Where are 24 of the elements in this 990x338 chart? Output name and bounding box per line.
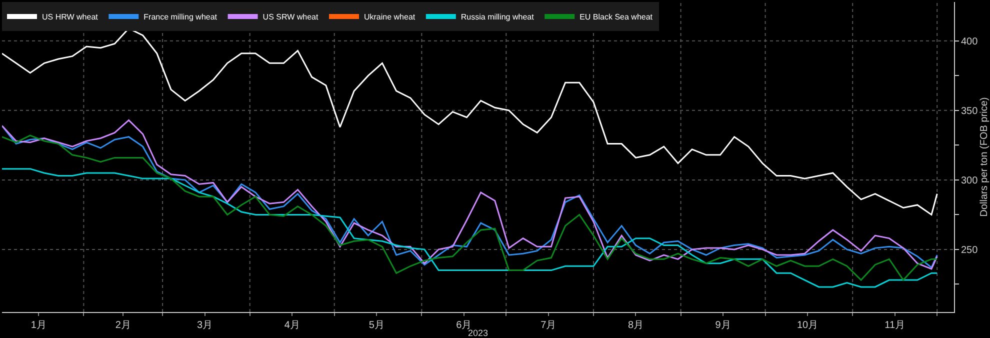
legend-label: EU Black Sea wheat xyxy=(580,12,654,22)
x-tick-label: 4月 xyxy=(284,320,300,331)
y-tick-label: 400 xyxy=(961,36,978,48)
x-tick-label: 1月 xyxy=(30,320,46,331)
x-tick-label: 9月 xyxy=(715,320,731,331)
y-axis-title: Dollars per ton (FOB price) xyxy=(979,97,990,217)
legend-label: Ukraine wheat xyxy=(364,12,416,22)
legend-label: France milling wheat xyxy=(144,12,218,22)
legend-label: Russia milling wheat xyxy=(460,12,535,22)
x-tick-label: 8月 xyxy=(628,320,644,331)
x-tick-label: 6月 xyxy=(456,320,472,331)
y-tick-label: 250 xyxy=(961,244,978,256)
x-tick-label: 3月 xyxy=(197,320,213,331)
x-tick-label: 7月 xyxy=(540,320,556,331)
legend-label: US HRW wheat xyxy=(42,12,99,22)
x-axis-title: 2023 xyxy=(468,328,488,338)
x-tick-label: 2月 xyxy=(115,320,131,331)
x-tick-label: 10月 xyxy=(796,320,818,331)
y-tick-label: 350 xyxy=(961,106,978,117)
x-tick-label: 5月 xyxy=(368,320,384,331)
x-tick-label: 11月 xyxy=(884,320,906,331)
legend-label: US SRW wheat xyxy=(262,12,319,22)
line-series xyxy=(2,168,938,288)
y-tick-label: 300 xyxy=(961,175,978,186)
